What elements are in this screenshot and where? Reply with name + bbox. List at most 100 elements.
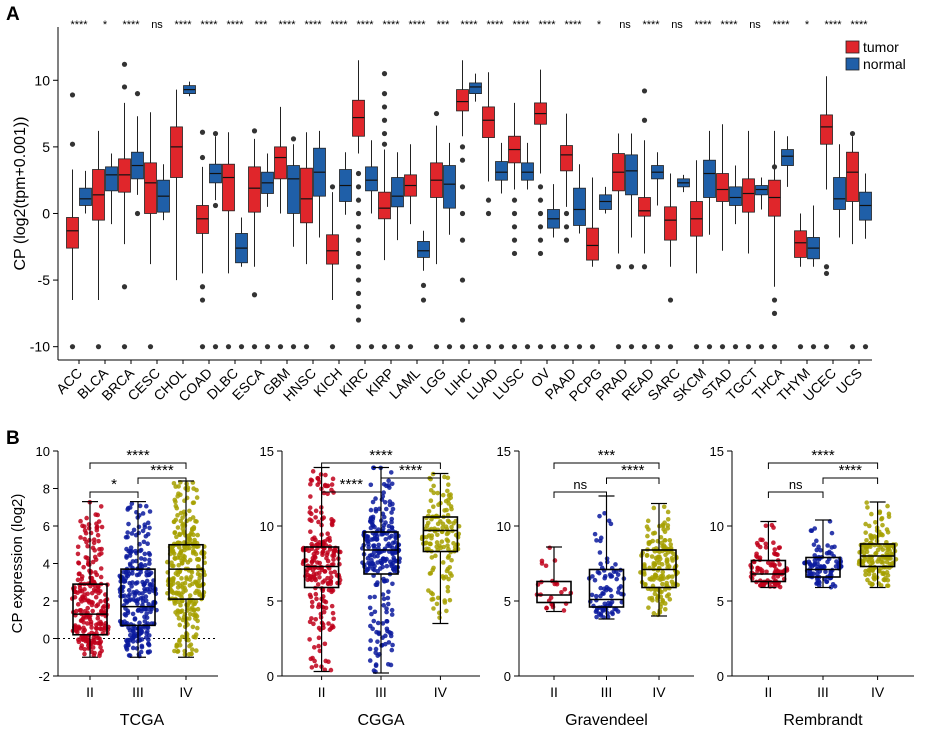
panel-b-rembrandt-comparison-bracket	[767, 491, 824, 498]
panel-a-box-normal	[391, 177, 404, 208]
panel-b-cgga-data-point	[387, 559, 393, 565]
panel-b-tcga-data-point	[126, 587, 132, 593]
panel-a-significance-label: ****	[850, 19, 868, 31]
panel-a-outlier-point	[537, 210, 544, 217]
panel-b-tcga-data-point	[194, 487, 199, 493]
panel-b-cgga-data-point	[316, 519, 321, 525]
panel-a-outlier-point	[69, 92, 76, 98]
panel-a-outlier-point	[862, 344, 869, 350]
panel-b-tcga-data-point	[96, 538, 101, 544]
panel-a-outlier-point	[212, 202, 219, 209]
panel-a-outlier-point	[537, 224, 544, 230]
panel-b-rembrandt-data-point	[834, 559, 839, 564]
panel-b-tcga-data-point	[95, 616, 101, 621]
panel-b-tcga-y-tick-label: 4	[43, 557, 50, 572]
panel-b-gravendeel-data-point	[611, 569, 617, 575]
panel-b-tcga-data-point	[193, 616, 198, 621]
panel-a-outlier-point	[563, 224, 570, 230]
panel-b-cgga-data-point	[313, 537, 318, 543]
panel-b-cgga-box	[422, 516, 459, 553]
panel-b-rembrandt-data-point	[777, 545, 783, 550]
panel-b-cgga-data-point	[451, 520, 456, 526]
panel-a-box-tumor	[144, 162, 157, 214]
panel-b-cgga-data-point	[388, 470, 394, 475]
panel-b-cgga-data-point	[440, 492, 446, 498]
panel-b-tcga-data-point	[96, 519, 102, 524]
panel-b-tcga-data-point	[135, 601, 140, 606]
panel-b-cgga-data-point	[448, 504, 454, 509]
panel-b-cgga-data-point	[446, 482, 451, 487]
panel-b-tcga-comparison-label: ****	[126, 447, 150, 464]
panel-b-gravendeel-data-point	[652, 574, 658, 580]
panel-b-tcga-data-point	[98, 566, 104, 571]
panel-a-outlier-point	[823, 270, 830, 277]
panel-b-tcga-data-point	[195, 571, 201, 577]
panel-b-rembrandt-data-point	[777, 562, 782, 567]
panel-b-tcga-data-point	[184, 576, 189, 582]
panel-b-cgga-data-point	[390, 581, 395, 587]
panel-b-tcga-data-point	[174, 590, 179, 595]
panel-b-tcga-data-point	[176, 545, 182, 550]
panel-b-cgga-comparison-bracket	[380, 477, 441, 484]
panel-b-rembrandt-data-point	[886, 511, 892, 517]
panel-b-rembrandt-data-point	[879, 515, 885, 521]
panel-a-outlier-point	[810, 344, 817, 350]
panel-b-rembrandt-data-point	[809, 563, 815, 569]
panel-b-cgga-data-point	[313, 508, 319, 514]
panel-b-cgga-data-point	[365, 534, 371, 539]
panel-b-cgga-data-point	[386, 640, 392, 645]
panel-b-tcga-data-point	[132, 593, 137, 598]
panel-b-cgga-data-point	[367, 646, 373, 652]
panel-b-tcga-data-point	[137, 503, 143, 509]
panel-b-rembrandt-data-point	[771, 575, 776, 580]
panel-a-outlier-point	[251, 128, 258, 134]
panel-a-outlier-point	[121, 61, 128, 67]
panel-b-cgga-data-point	[329, 517, 334, 522]
panel-b-cgga-data-point	[368, 507, 374, 513]
panel-b-rembrandt-data-point	[880, 560, 886, 565]
panel-a-box-tumor	[300, 167, 313, 224]
panel-b-gravendeel-data-point	[665, 509, 671, 515]
panel-b-tcga-data-point	[87, 616, 93, 622]
panel-b-gravendeel-data-point	[659, 589, 664, 595]
panel-b-cgga-data-point	[434, 601, 440, 607]
panel-b-cgga-data-point	[380, 494, 386, 499]
panel-b-tcga-data-point	[131, 527, 137, 533]
panel-b-tcga-data-point	[173, 517, 179, 523]
panel-b-gravendeel-data-point	[670, 574, 675, 579]
panel-b-cgga-data-point	[316, 635, 322, 641]
panel-b-cgga-data-point	[435, 490, 441, 496]
panel-b-gravendeel-data-point	[662, 601, 668, 606]
panel-b-tcga-data-point	[194, 582, 200, 588]
panel-b-cgga-data-point	[313, 555, 318, 560]
panel-a-outlier-point	[251, 292, 258, 298]
panel-a-outlier-point	[641, 117, 648, 123]
panel-b-tcga-box	[120, 568, 156, 627]
panel-b-tcga-data-point	[196, 557, 202, 562]
panel-b-tcga-data-point	[178, 602, 183, 608]
panel-b-tcga-data-point	[190, 581, 195, 587]
panel-b-cgga-data-point	[425, 520, 431, 526]
panel-b-rembrandt-data-point	[759, 568, 765, 573]
panel-b-tcga-data-point	[141, 539, 147, 545]
panel-a-box-tumor	[456, 89, 469, 112]
panel-b-rembrandt-comparison-label: ****	[811, 447, 835, 464]
panel-b-rembrandt-data-point	[811, 542, 817, 547]
panel-a-outlier-point	[771, 297, 778, 303]
panel-b-gravendeel-data-point	[671, 551, 676, 557]
panel-b-tcga-data-point	[99, 551, 104, 556]
panel-b-rembrandt-data-point	[826, 550, 832, 556]
panel-b-cgga-data-point	[385, 595, 391, 601]
panel-label-a: A	[6, 4, 20, 25]
panel-a-box-normal	[469, 82, 482, 95]
panel-a-outlier-point	[641, 88, 648, 94]
panel-b-tcga-data-point	[187, 508, 192, 514]
panel-b-gravendeel-data-point	[592, 577, 598, 583]
panel-a-outlier-point	[69, 344, 76, 350]
panel-b-rembrandt-data-point	[864, 500, 870, 505]
panel-b-tcga-data-point	[178, 550, 183, 556]
panel-b-rembrandt-data-point	[764, 569, 769, 575]
panel-a-significance-label: ****	[356, 19, 374, 31]
panel-a-outlier-point	[537, 250, 544, 257]
panel-b-cgga-data-point	[389, 647, 395, 653]
